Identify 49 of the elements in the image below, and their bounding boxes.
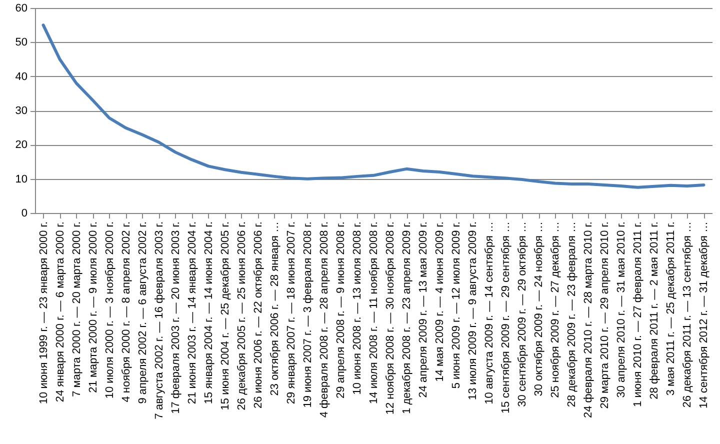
y-tick-label: 0: [21, 208, 28, 220]
x-tick-label: 15 января 2004 г. — 14 июня 2004 г.: [202, 222, 215, 404]
x-tick-label: 4 ноября 2000 г. — 8 апреля 2002 г.: [120, 222, 132, 402]
y-tick-label: 60: [15, 2, 28, 14]
x-tick-label: 17 февраля 2003 г. — 20 июня 2003 г.: [170, 222, 182, 414]
x-tick-label: 10 июня 1999 г. — 23 января 2000 г.: [38, 222, 50, 404]
x-tick-label: 28 февраля 2011 г. — 2 мая 2011 г.: [648, 222, 661, 400]
x-tick-label: 14 мая 2009 г. — 4 июня 2009 г.: [434, 222, 446, 382]
x-tick-label: 3 мая 2011 г. — 25 декабря 2011 г.: [665, 222, 678, 396]
y-tick-label: 50: [15, 36, 28, 49]
x-tick-label: 14 сентября 2012 г. — 31 декабря …: [698, 222, 710, 408]
x-tick-label: 7 августа 2002 г. — 16 февраля 2003 г.: [153, 222, 166, 420]
x-tick-label: 19 июня 2007 г. — 3 февраля 2008 г.: [302, 222, 314, 408]
x-tick-label: 1 декабря 2008 г. — 23 апреля 2009 г.: [401, 222, 414, 414]
x-tick-label: 28 декабря 2009 г. — 23 февраля …: [566, 222, 578, 408]
x-tick-label: 7 марта 2000 г. — 20 марта 2000 г.: [70, 222, 83, 397]
x-tick-label: 24 января 2000 г. — 6 марта 2000 г.: [54, 222, 66, 402]
x-tick-label: 30 апреля 2010 г. — 31 мая 2010 г.: [616, 222, 628, 398]
x-tick-label: 30 сентября 2009 г. — 29 октября …: [516, 222, 529, 407]
x-tick-label: 25 ноября 2009 г. — 27 декабря …: [550, 222, 562, 398]
x-tick-label: 10 июля 2000 г. — 3 ноября 2000 г.: [104, 222, 116, 399]
x-tick-label: 15 июня 2004 г. — 25 декабря 2005 г.: [219, 222, 232, 410]
x-tick-label: 24 апреля 2009 г. — 13 мая 2009 г.: [418, 222, 430, 398]
x-tick-label: 21 марта 2000 г. — 9 июля 2000 г.: [87, 222, 100, 393]
x-tick-label: 1 июня 2010 г. — 27 февраля 2011 г.: [632, 222, 644, 407]
x-tick-label: 5 июня 2009 г. — 12 июля 2009 г.: [450, 222, 463, 389]
x-tick-label: 14 июля 2008 г. — 11 ноября 2008 г.: [368, 222, 380, 404]
y-tick-label: 10: [15, 173, 28, 186]
x-tick-label: 26 декабря 2011 г. — 13 сентября …: [682, 222, 694, 408]
line-series: [42, 24, 706, 189]
x-tick-label: 4 февраля 2008 г. — 28 апреля 2008 г.: [318, 222, 330, 418]
x-tick-label: 9 апреля 2002 г. — 6 августа 2002 г.: [136, 222, 149, 404]
x-tick-label: 10 июня 2008 г. — 13 июля 2008 г.: [351, 222, 364, 395]
x-tick-label: 23 октября 2006 г. — 28 января …: [268, 222, 281, 396]
x-tick-label: 29 марта 2010 г. — 29 апреля 2010 г.: [599, 222, 612, 409]
x-tick-label: 26 декабря 2005 г. — 25 июня 2006 г.: [236, 222, 248, 410]
x-tick-label: 15 сентября 2009 г. — 29 сентября …: [500, 222, 512, 414]
x-tick-label: 13 июля 2009 г. — 9 августа 2009 г.: [467, 222, 480, 400]
y-tick-label: 30: [15, 105, 28, 117]
y-tick-label: 20: [15, 139, 28, 152]
x-tick-label: 10 августа 2009 г. — 14 сентября …: [484, 222, 496, 404]
x-tick-label: 21 июня 2003 г. — 14 января 2004 г.: [186, 222, 198, 404]
x-tick-label: 29 января 2007 г. — 18 июня 2007 г.: [285, 222, 298, 404]
x-tick-label: 26 июня 2006 г. — 22 октября 2006 г.: [252, 222, 264, 409]
x-tick-label: 29 апреля 2008 г. — 9 июня 2008 г.: [334, 222, 347, 398]
y-tick-label: 40: [15, 70, 28, 83]
x-tick-label: 12 ноября 2008 г. — 30 ноября 2008 г.: [384, 222, 397, 415]
x-tick-label: 24 февраля 2010 г. — 28 марта 2010 г.: [582, 222, 595, 418]
x-tick-label: 30 октября 2009 г. — 24 ноября …: [533, 222, 546, 396]
